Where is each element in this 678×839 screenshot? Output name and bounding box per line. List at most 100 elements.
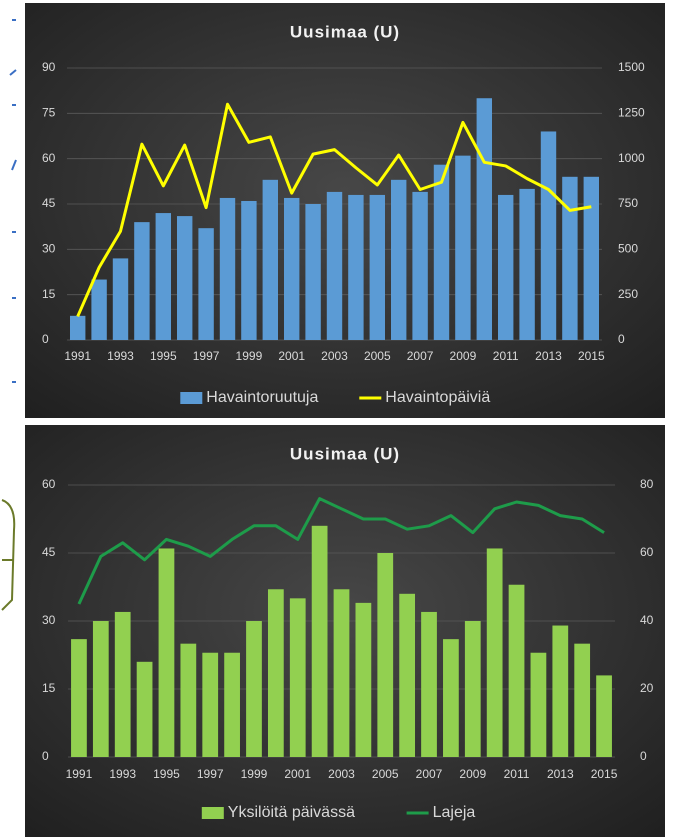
bar [443, 639, 459, 757]
bar [421, 611, 437, 757]
bar [202, 652, 219, 757]
x-tick-label: 1993 [107, 349, 134, 363]
y2-tick-label: 1500 [618, 60, 645, 74]
bar [311, 525, 328, 757]
x-tick-label: 2011 [504, 767, 530, 781]
bar [369, 194, 386, 340]
y-tick-label: 30 [42, 613, 56, 627]
bar [390, 179, 407, 340]
bar [348, 194, 364, 340]
x-tick-label: 2003 [321, 349, 348, 363]
x-tick-label: 1995 [150, 349, 177, 363]
bar [71, 639, 87, 757]
bar [180, 643, 197, 757]
x-tick-label: 2013 [535, 349, 562, 363]
bar [305, 204, 321, 340]
bar [155, 213, 172, 340]
x-tick-label: 2013 [547, 767, 574, 781]
x-tick-label: 2007 [416, 767, 443, 781]
y-tick-label: 0 [42, 749, 49, 763]
y-tick-label: 45 [42, 196, 56, 210]
y-tick-label: 60 [42, 477, 56, 491]
bar [530, 652, 547, 757]
bar [464, 621, 481, 757]
bar [158, 548, 175, 757]
y-tick-label: 15 [42, 681, 56, 695]
x-tick-label: 1991 [64, 349, 91, 363]
page-fragment [9, 19, 17, 383]
bar [552, 625, 569, 757]
x-tick-label: 1999 [241, 767, 268, 781]
bar [91, 279, 107, 340]
bar [326, 191, 343, 340]
bar [69, 315, 86, 340]
legend-swatch [180, 392, 203, 404]
bar [562, 176, 578, 340]
legend-label: Yksilöitä päivässä [228, 804, 355, 821]
bar [246, 621, 262, 757]
x-tick-label: 1995 [153, 767, 180, 781]
bar [112, 258, 129, 340]
bar [399, 593, 416, 757]
y2-tick-label: 20 [640, 681, 654, 695]
bar [476, 98, 493, 340]
legend-label: Lajeja [433, 804, 476, 821]
line [77, 497, 605, 605]
bar [333, 589, 350, 757]
x-tick-label: 2001 [284, 767, 311, 781]
bar [241, 200, 257, 340]
y2-tick-label: 0 [640, 749, 647, 763]
bar [377, 553, 394, 757]
bar [176, 216, 193, 340]
y2-tick-label: 500 [618, 242, 638, 256]
y2-tick-label: 750 [618, 196, 638, 210]
y-tick-label: 0 [42, 332, 49, 346]
bar [574, 643, 591, 757]
y-tick-label: 45 [42, 545, 56, 559]
legend-swatch [201, 807, 224, 819]
x-tick-label: 1999 [236, 349, 263, 363]
chart-title: Uusimaa (U) [290, 444, 400, 463]
bar [497, 194, 514, 340]
bar [455, 155, 471, 340]
x-tick-label: 2011 [493, 349, 519, 363]
bar [540, 131, 557, 340]
bar [508, 584, 525, 757]
x-tick-label: 2001 [278, 349, 305, 363]
bar [519, 188, 535, 340]
x-tick-label: 2007 [407, 349, 434, 363]
bar [267, 589, 284, 757]
bar [283, 197, 300, 340]
bar [136, 661, 153, 757]
line [76, 102, 592, 318]
x-tick-label: 2005 [364, 349, 391, 363]
bar [92, 621, 109, 757]
y2-tick-label: 250 [618, 287, 638, 301]
x-tick-label: 1997 [193, 349, 220, 363]
y2-tick-label: 80 [640, 477, 654, 491]
x-tick-label: 1991 [66, 767, 93, 781]
x-tick-label: 2015 [591, 767, 618, 781]
bar [114, 611, 131, 757]
chart-panel [25, 3, 665, 418]
bar [219, 197, 236, 340]
x-tick-label: 2015 [578, 349, 605, 363]
y2-tick-label: 1000 [618, 151, 645, 165]
y2-tick-label: 1250 [618, 106, 645, 120]
x-tick-label: 2009 [459, 767, 486, 781]
y2-tick-label: 60 [640, 545, 654, 559]
x-tick-label: 2005 [372, 767, 399, 781]
chart-title: Uusimaa (U) [290, 22, 400, 41]
y-tick-label: 90 [42, 60, 56, 74]
y-tick-label: 60 [42, 151, 56, 165]
bar [355, 602, 372, 757]
x-tick-label: 2009 [450, 349, 477, 363]
cartoon-fragment [1, 499, 16, 611]
bar [596, 675, 612, 757]
x-tick-label: 1997 [197, 767, 224, 781]
y2-tick-label: 0 [618, 332, 625, 346]
bar [289, 598, 306, 757]
bar [198, 228, 214, 340]
